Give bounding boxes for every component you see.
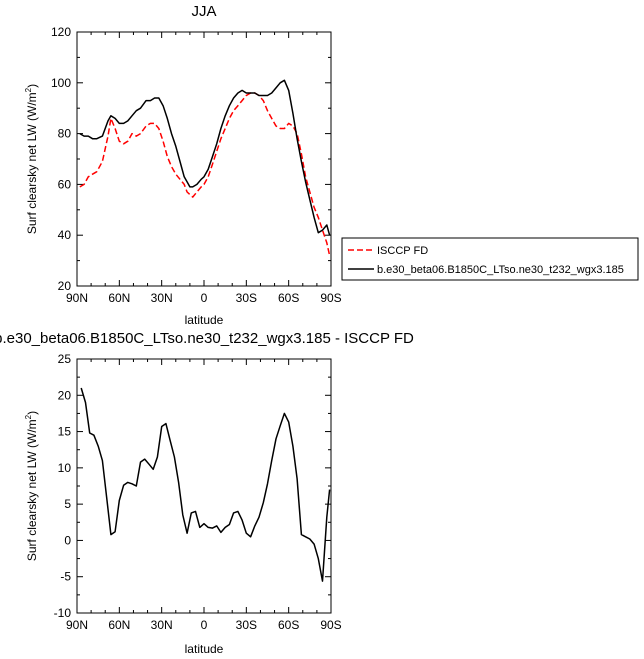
p2-xtick-label: 60N <box>108 618 130 632</box>
p2-ytick-label: 0 <box>64 533 71 547</box>
p1-ytick-label: 40 <box>58 228 72 242</box>
bottom-x-axis-label: latitude <box>185 642 224 656</box>
p2-ytick-label: 10 <box>58 461 72 475</box>
top-chart-title: JJA <box>191 3 216 20</box>
p1-ytick-label: 60 <box>58 177 72 191</box>
p1-ytick-label: 120 <box>51 25 71 39</box>
p2-xtick-label: 90N <box>66 618 88 632</box>
legend-box <box>341 237 639 281</box>
p1-series-line-0 <box>79 92 331 256</box>
legend-label-isccp: ISCCP FD <box>377 245 428 257</box>
p1-ytick-label: 100 <box>51 76 71 90</box>
p1-ytick-label: 80 <box>58 127 72 141</box>
p2-xtick-label: 60S <box>278 618 299 632</box>
p1-xtick-label: 90N <box>66 291 88 305</box>
bottom-chart-title: b.e30_beta06.B1850C_LTso.ne30_t232_wgx3.… <box>0 330 414 347</box>
p2-xtick-label: 30N <box>151 618 173 632</box>
p2-ytick-label: -5 <box>60 570 71 584</box>
top-plot-frame <box>76 31 332 287</box>
p1-ytick-label: 20 <box>58 279 72 293</box>
p1-xtick-label: 60S <box>278 291 299 305</box>
bottom-plot-frame <box>76 358 332 614</box>
p2-ytick-label: 20 <box>58 388 72 402</box>
p1-xtick-label: 30N <box>151 291 173 305</box>
top-y-axis-label: Surf clearsky net LW (W/m2) <box>24 84 39 234</box>
bottom-panel: b.e30_beta06.B1850C_LTso.ne30_t232_wgx3.… <box>0 330 414 656</box>
bottom-y-axis-label: Surf clearsky net LW (W/m2) <box>24 411 39 561</box>
legend: ISCCP FD b.e30_beta06.B1850C_LTso.ne30_t… <box>341 237 639 281</box>
p2-series-line-0 <box>80 387 331 582</box>
p1-xtick-label: 30S <box>236 291 257 305</box>
p2-ytick-label: 5 <box>64 497 71 511</box>
p2-xtick-label: 0 <box>201 618 208 632</box>
p1-xtick-label: 90S <box>320 291 341 305</box>
p2-ytick-label: 25 <box>58 352 72 366</box>
p1-xtick-label: 0 <box>201 291 208 305</box>
p2-xtick-label: 30S <box>236 618 257 632</box>
legend-label-model: b.e30_beta06.B1850C_LTso.ne30_t232_wgx3.… <box>377 264 624 276</box>
p2-xtick-label: 90S <box>320 618 341 632</box>
top-x-axis-label: latitude <box>185 313 224 327</box>
p2-ytick-label: 15 <box>58 425 72 439</box>
p1-xtick-label: 60N <box>108 291 130 305</box>
p2-ytick-label: -10 <box>54 606 72 620</box>
p1-series-line-1 <box>79 79 331 236</box>
top-panel: JJA 20 40 60 80 100 120 90N 60N 30N 0 30S 60S 90S l… <box>24 3 342 327</box>
